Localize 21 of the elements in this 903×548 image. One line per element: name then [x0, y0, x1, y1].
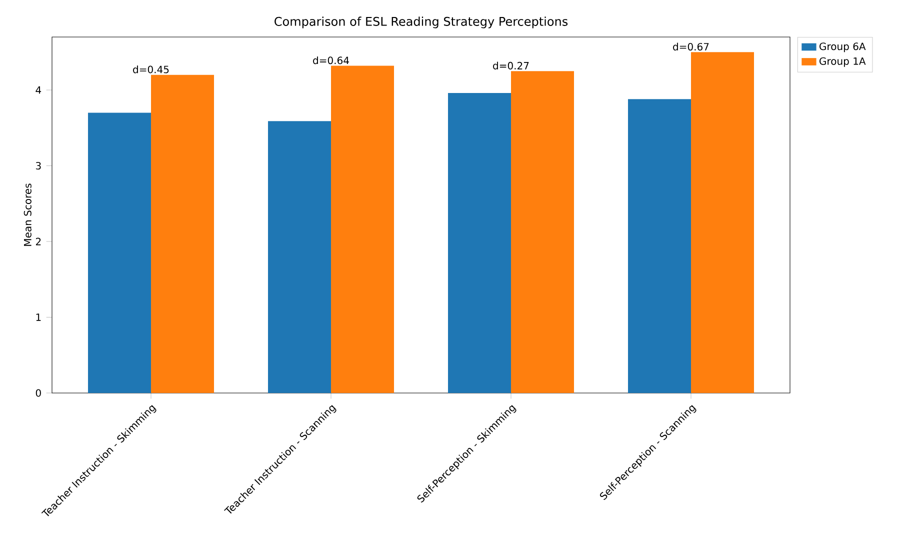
y-axis-title: Mean Scores [24, 184, 32, 246]
annotation: d=0.45 [133, 66, 169, 74]
bar [151, 74, 214, 393]
annotation: d=0.27 [493, 62, 529, 70]
bar [628, 99, 691, 393]
legend-label: Group 1A [820, 57, 866, 67]
y-tick-label: 0 [36, 389, 41, 397]
bar [331, 66, 394, 393]
annotation: d=0.67 [673, 42, 709, 51]
y-tick-label: 4 [36, 86, 42, 94]
bar [88, 112, 152, 393]
y-tick-label: 2 [36, 238, 41, 246]
annotation: d=0.64 [313, 56, 349, 64]
bar [691, 52, 754, 393]
y-tick-label: 1 [36, 314, 41, 321]
chart-title: Comparison of ESL Reading Strategy Perceptions [274, 16, 568, 28]
bar [448, 93, 511, 393]
legend-label: Group 6A [820, 42, 866, 52]
y-tick-label: 3 [36, 162, 41, 170]
bar [511, 71, 574, 393]
bar [268, 121, 332, 393]
